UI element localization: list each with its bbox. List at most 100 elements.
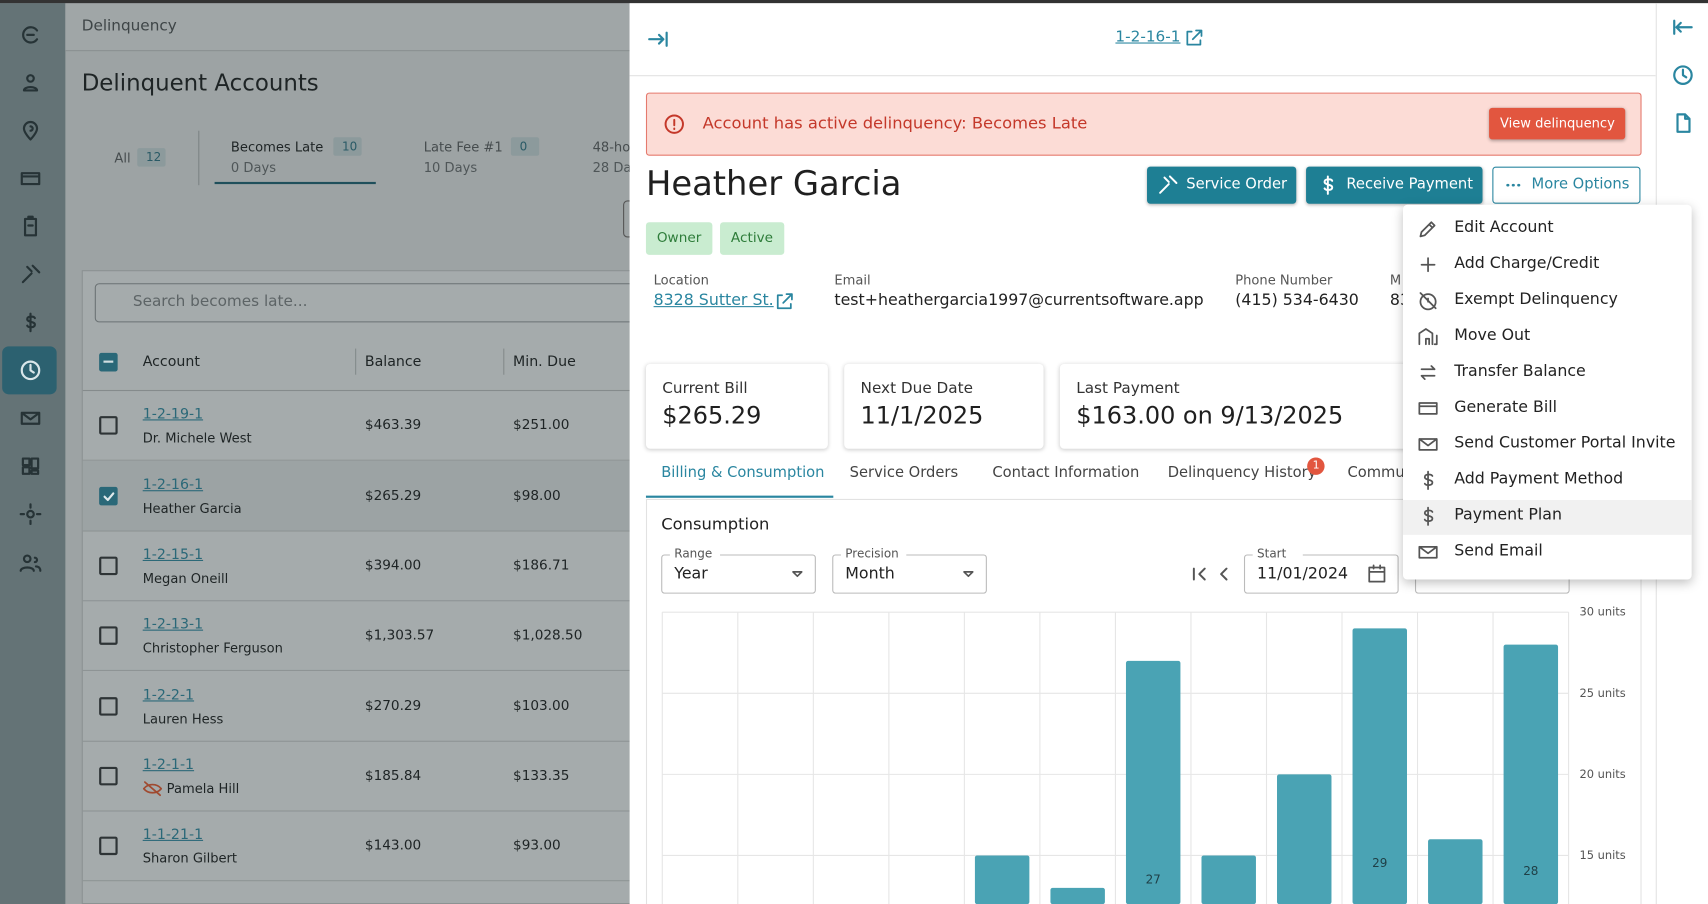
select-value: 11/01/2024 xyxy=(1257,565,1349,583)
menu-icon xyxy=(1423,470,1434,490)
stat-label: Next Due Date xyxy=(860,380,974,398)
bar xyxy=(1125,660,1181,904)
menu-item[interactable]: Generate Bill xyxy=(1454,398,1558,417)
menu-item[interactable]: Payment Plan xyxy=(1454,506,1562,524)
view-delinquency-button[interactable] xyxy=(1489,107,1626,140)
bar xyxy=(1503,644,1559,904)
page-title: Delinquent Accounts xyxy=(81,69,319,96)
y-tick-label: 30 units xyxy=(1579,605,1625,619)
select-box[interactable] xyxy=(1243,554,1399,594)
external-icon-glyph xyxy=(776,293,793,310)
table-card[interactable] xyxy=(81,270,638,904)
action-button[interactable] xyxy=(1147,166,1297,204)
select-label: Start xyxy=(1257,546,1287,561)
action-button[interactable] xyxy=(1306,166,1483,204)
tab-badge-count: 1 xyxy=(1312,459,1320,472)
select-label: Range xyxy=(674,546,713,561)
row-checkbox[interactable] xyxy=(99,486,118,506)
select-value: Year xyxy=(674,565,708,583)
sidebar-icon-glyph xyxy=(22,74,39,92)
menu-item[interactable]: Edit Account xyxy=(1454,218,1554,237)
menu-item[interactable]: Move Out xyxy=(1454,326,1531,345)
panel-tab[interactable]: Service Orders xyxy=(849,464,959,482)
account-link[interactable]: 1-1-21-1 xyxy=(142,826,204,844)
row-checkbox[interactable] xyxy=(99,626,118,645)
account-link[interactable]: 1-2-19-1 xyxy=(142,406,204,423)
prev-page-glyph xyxy=(1220,567,1228,581)
stat-value: 11/1/2025 xyxy=(860,403,984,431)
row-border xyxy=(82,810,637,812)
view-delinquency-label: View delinquency xyxy=(1499,115,1615,131)
account-link[interactable]: 1-2-16-1 xyxy=(1115,28,1181,46)
dropdown-arrow-glyph xyxy=(963,571,974,578)
select-box[interactable] xyxy=(832,554,987,594)
row-checkbox[interactable] xyxy=(99,697,118,716)
bar xyxy=(1050,887,1105,904)
first-page xyxy=(1192,567,1206,581)
balance: $463.39 xyxy=(364,416,422,433)
account-link[interactable]: 1-2-1-1 xyxy=(142,757,195,774)
row-checkbox[interactable] xyxy=(99,836,118,856)
menu-item[interactable]: Send Email xyxy=(1454,542,1543,560)
tab-badge xyxy=(1307,457,1325,475)
tab-label: Late Fee #1 xyxy=(423,139,503,155)
menu-icon xyxy=(1418,328,1438,346)
menu-item[interactable]: Add Charge/Credit xyxy=(1454,254,1600,273)
column-divider xyxy=(355,348,357,375)
account-link[interactable]: 1-2-2-1 xyxy=(142,687,195,704)
account-link[interactable]: 1-2-15-1 xyxy=(142,546,204,564)
customer-name: Christopher Ferguson xyxy=(142,640,283,656)
menu-item[interactable]: Add Payment Method xyxy=(1454,470,1624,489)
panel-tab[interactable]: Contact Information xyxy=(992,464,1140,482)
field-value: test+heathergarcia1997@currentsoftware.a… xyxy=(834,291,1204,310)
row-checkbox[interactable] xyxy=(99,416,118,435)
row-border xyxy=(82,459,637,461)
tab-sub: 10 Days xyxy=(423,160,478,176)
menu-icon-glyph xyxy=(1423,470,1434,490)
menu-icon-glyph xyxy=(1420,257,1436,273)
sidebar-icon xyxy=(26,312,36,333)
alert-message: Account has active delinquency: Becomes … xyxy=(702,113,1088,133)
rail-icon-glyph xyxy=(1673,19,1693,35)
menu-item[interactable]: Send Customer Portal Invite xyxy=(1454,434,1676,453)
sidebar-icon xyxy=(20,172,41,186)
select-label-bg xyxy=(669,546,721,560)
action-button[interactable] xyxy=(1492,166,1641,204)
collapse-icon-glyph xyxy=(648,31,668,47)
tab-count-bg xyxy=(510,137,540,156)
sidebar-icon xyxy=(19,503,42,526)
row-border xyxy=(82,740,637,742)
account-link[interactable]: 1-2-16-1 xyxy=(142,477,204,494)
dropdown-arrow xyxy=(792,571,803,578)
panel-tab[interactable]: Delinquency History xyxy=(1167,464,1317,482)
row-checkbox[interactable] xyxy=(99,766,118,786)
sidebar-icon-glyph xyxy=(20,411,41,425)
menu-item[interactable]: Transfer Balance xyxy=(1454,362,1586,381)
search-placeholder: Search becomes late... xyxy=(132,293,308,311)
y-tick-label: 15 units xyxy=(1579,848,1625,862)
tab-label: All xyxy=(114,150,131,166)
sidebar-icon-glyph xyxy=(19,503,42,526)
external-icon xyxy=(1186,29,1203,46)
field-value[interactable]: 8328 Sutter St. xyxy=(653,291,774,310)
account-link[interactable]: 1-2-13-1 xyxy=(142,616,204,633)
panel-tab[interactable]: Commu xyxy=(1347,464,1405,482)
rail-icon-glyph xyxy=(1673,65,1693,85)
menu-icon-glyph xyxy=(1419,221,1436,238)
customer-name: Sharon Gilbert xyxy=(142,850,238,866)
panel-tab[interactable]: Billing & Consumption xyxy=(661,464,825,482)
alert-icon-glyph xyxy=(664,114,684,134)
customer-name: Heather Garcia xyxy=(142,501,242,517)
menu-item[interactable]: Exempt Delinquency xyxy=(1454,290,1618,309)
rail-icon-glyph xyxy=(1676,113,1691,133)
select-box[interactable] xyxy=(661,554,816,594)
sidebar-icon xyxy=(21,457,40,475)
alert xyxy=(645,92,1642,156)
prev-page xyxy=(1220,567,1228,581)
row-checkbox[interactable] xyxy=(99,556,118,576)
stat-value: $163.00 on 9/13/2025 xyxy=(1076,403,1344,431)
menu-icon xyxy=(1418,545,1438,559)
tab-count: 12 xyxy=(145,150,162,165)
bar-label: 28 xyxy=(1523,864,1538,878)
customer-name: Heather Garcia xyxy=(645,164,902,204)
